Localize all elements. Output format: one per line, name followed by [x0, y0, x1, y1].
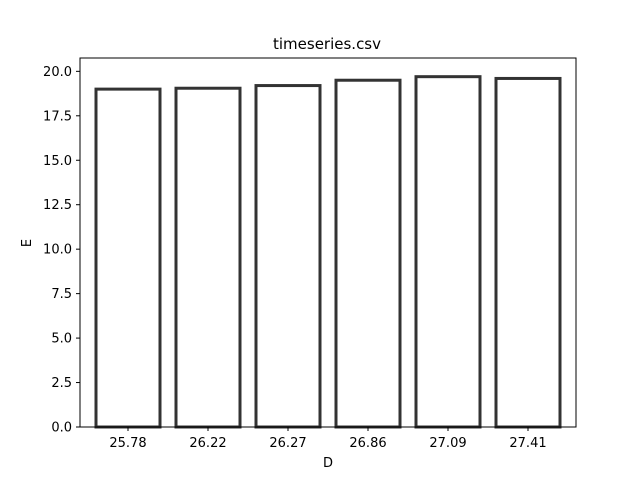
bar-27.41 — [494, 76, 562, 429]
y-tick-label: 0.0 — [51, 421, 72, 436]
x-tick-label: 26.27 — [269, 436, 306, 451]
x-tick-label: 26.86 — [349, 436, 386, 451]
y-tick-label: 7.5 — [51, 287, 72, 302]
y-tick-label: 5.0 — [51, 332, 72, 347]
y-tick-label: 10.0 — [43, 243, 72, 258]
x-tick-label: 26.22 — [189, 436, 226, 451]
bar-26.22 — [174, 86, 242, 429]
x-axis-label: D — [323, 456, 333, 471]
y-axis: 0.0 2.5 5.0 7.5 10.0 12.5 15.0 17.5 20.0 — [43, 65, 80, 436]
y-axis-label: E — [20, 239, 35, 247]
bar-26.86 — [334, 78, 402, 429]
y-tick-label: 2.5 — [51, 376, 72, 391]
y-tick-label: 20.0 — [43, 65, 72, 80]
bars-group — [94, 75, 562, 429]
plot-frame — [79, 57, 577, 428]
bar-25.78 — [94, 87, 162, 429]
y-tick-label: 12.5 — [43, 198, 72, 213]
x-tick-label: 27.41 — [509, 436, 546, 451]
x-tick-label: 25.78 — [109, 436, 146, 451]
x-axis: 25.78 26.22 26.27 26.86 27.09 27.41 — [109, 427, 547, 451]
bar-26.27 — [254, 84, 322, 429]
chart-title: timeseries.csv — [273, 35, 381, 53]
x-tick-label: 27.09 — [429, 436, 466, 451]
bar-27.09 — [414, 75, 482, 429]
y-tick-label: 15.0 — [43, 154, 72, 169]
y-tick-label: 17.5 — [43, 109, 72, 124]
